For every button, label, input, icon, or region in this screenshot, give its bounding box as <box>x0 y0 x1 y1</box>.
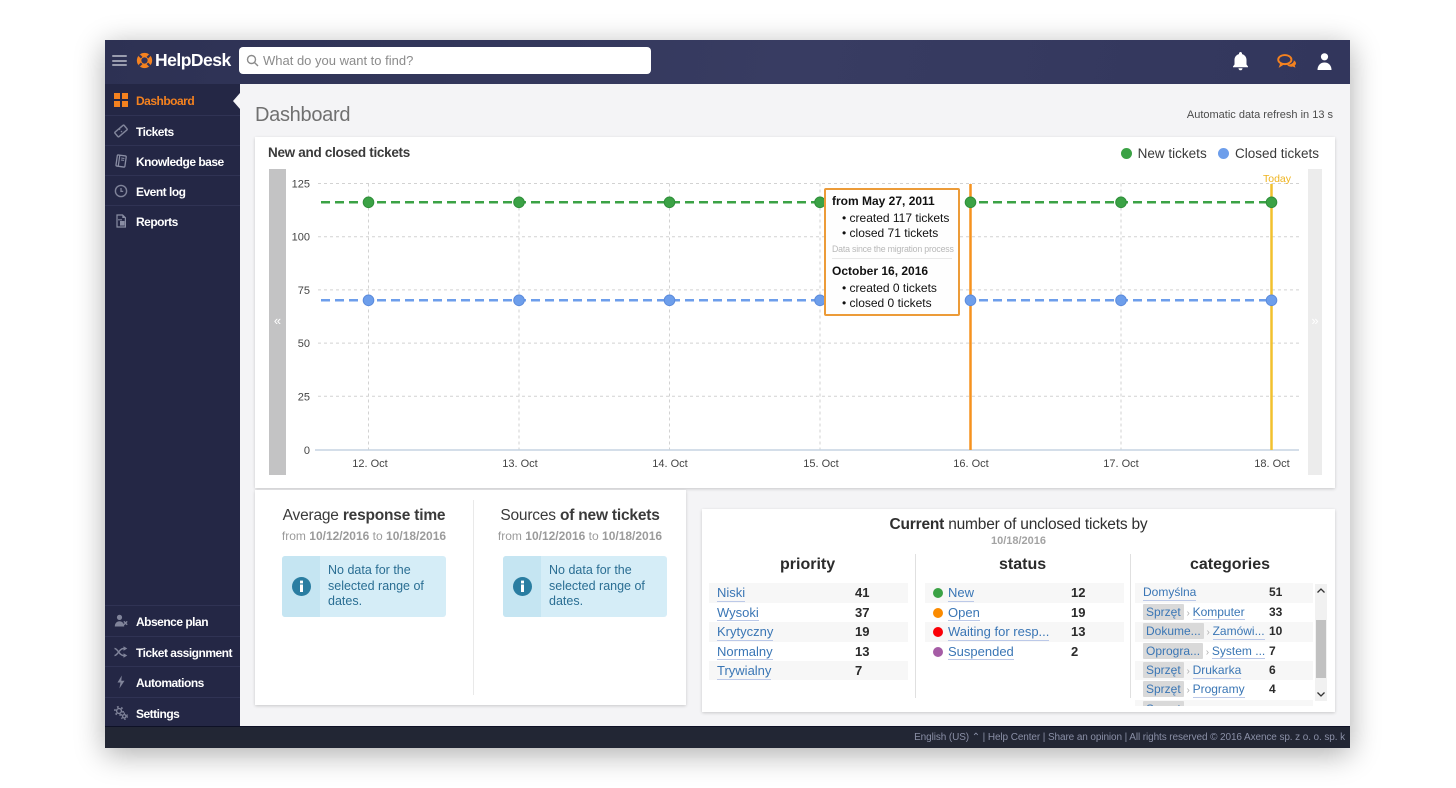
svg-text:12. Oct: 12. Oct <box>352 458 387 470</box>
svg-text:75: 75 <box>298 285 310 297</box>
svg-text:125: 125 <box>292 179 310 191</box>
svg-text:100: 100 <box>292 232 310 244</box>
svg-text:17. Oct: 17. Oct <box>1103 458 1138 470</box>
svg-text:0: 0 <box>304 445 310 457</box>
svg-text:14. Oct: 14. Oct <box>652 458 687 470</box>
svg-text:18. Oct: 18. Oct <box>1254 458 1289 470</box>
svg-text:50: 50 <box>298 338 310 350</box>
svg-text:13. Oct: 13. Oct <box>502 458 537 470</box>
svg-text:25: 25 <box>298 391 310 403</box>
svg-text:15. Oct: 15. Oct <box>803 458 838 470</box>
svg-text:16. Oct: 16. Oct <box>953 458 988 470</box>
svg-text:Today: Today <box>1263 173 1292 185</box>
